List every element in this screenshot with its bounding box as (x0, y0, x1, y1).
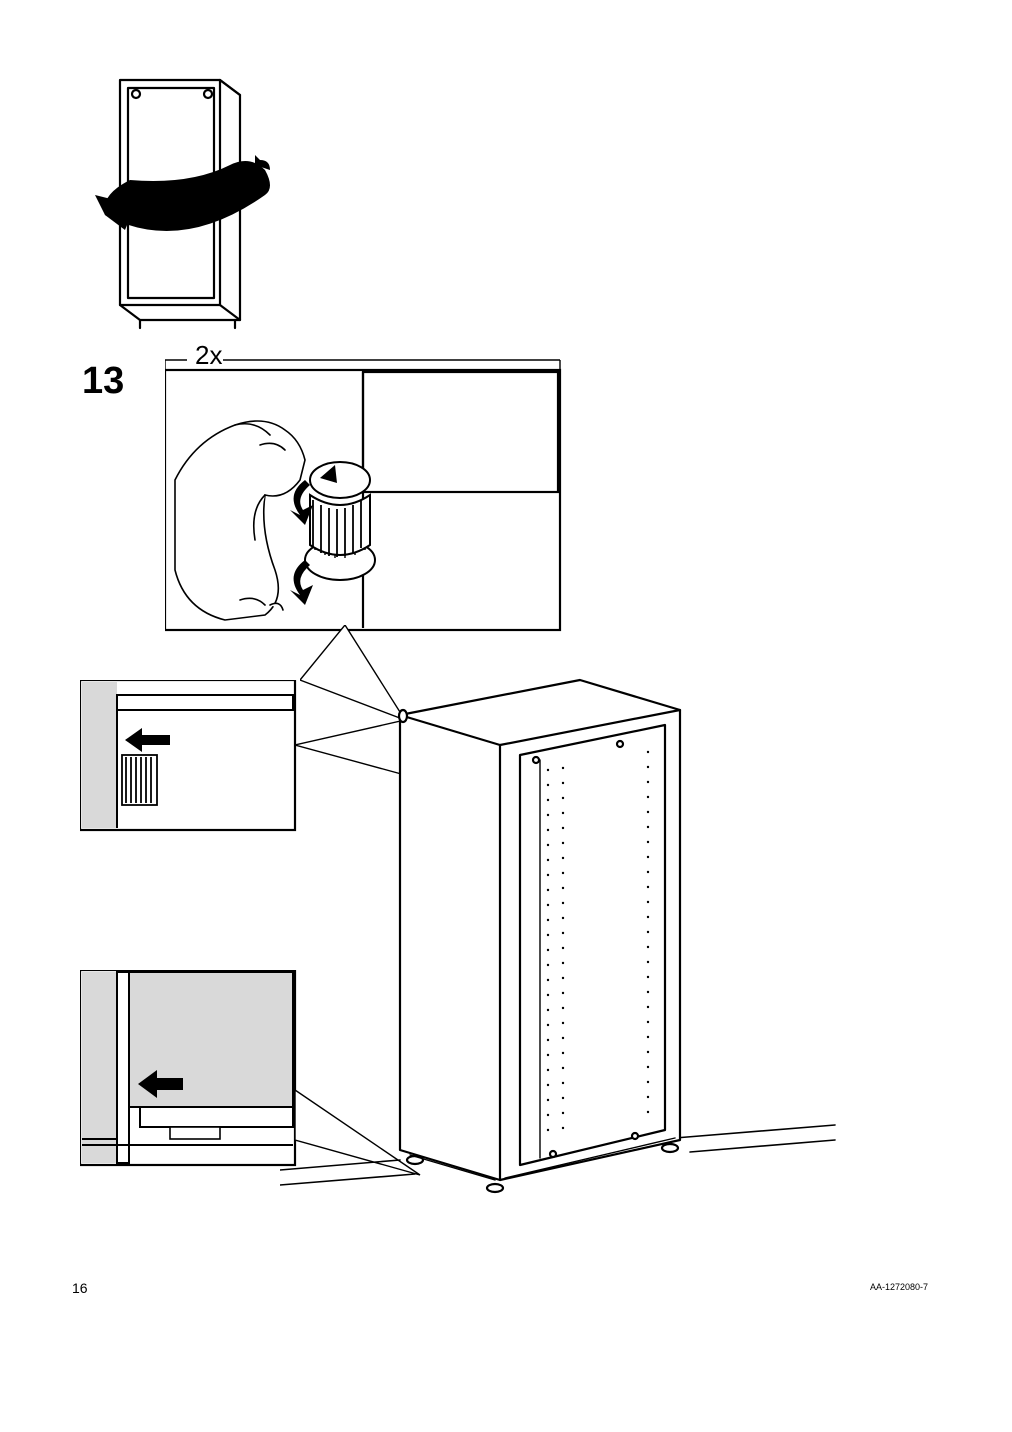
page-number: 16 (72, 1280, 88, 1296)
step-number: 13 (82, 360, 124, 403)
rotate-cabinet-illustration (90, 60, 310, 360)
foot-floor-detail (80, 970, 300, 1170)
foot-side-detail-top (80, 680, 300, 835)
assembly-instruction-page: 13 2x (0, 0, 1012, 1432)
document-id: AA-1272080-7 (870, 1282, 928, 1292)
main-cabinet-illustration (280, 660, 840, 1220)
adjust-foot-detail (165, 350, 565, 640)
